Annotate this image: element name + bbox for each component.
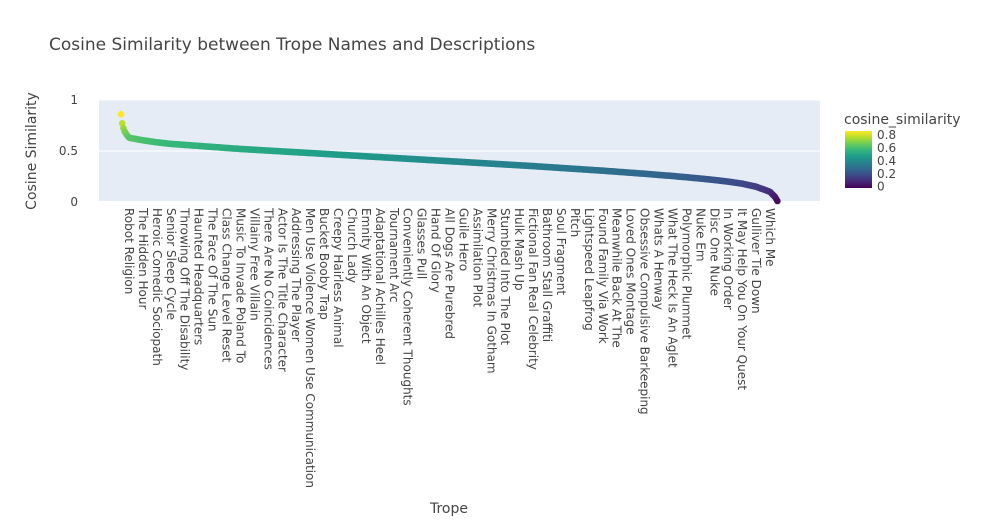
x-tick-label: The Face Of The Sun — [206, 207, 220, 332]
x-tick-label: Stumbled Into The Plot — [498, 208, 512, 345]
x-tick-label: Hulk Mash Up — [512, 208, 526, 291]
x-tick-label: Nuke Em — [693, 208, 707, 262]
x-tick-label: Bucket Booby Trap — [317, 208, 331, 320]
x-tick-label: Haunted Headquarters — [192, 208, 206, 345]
x-tick-label: In Working Order — [721, 208, 735, 310]
x-tick-label: Heroic Comedic Sociopath — [150, 208, 164, 366]
x-tick-label: There Are No Coincidences — [261, 207, 275, 370]
x-tick-label: Throwing Off The Disability — [178, 207, 192, 370]
x-tick-label: What The Heck Is An Aglet — [666, 208, 680, 368]
x-tick-label: All Dogs Are Purebred — [443, 208, 457, 339]
y-axis-title: Cosine Similarity — [24, 92, 40, 210]
x-tick-label: The Hidden Hour — [136, 207, 150, 309]
x-tick-label: Whats A Henway — [652, 208, 666, 310]
x-tick-label: It May Help You On Your Quest — [735, 208, 749, 390]
y-tick-label: 0.5 — [59, 144, 78, 158]
colorbar-ticks: 00.20.40.60.8 — [877, 128, 896, 194]
x-tick-label: Adaptational Achilles Heel — [373, 208, 387, 365]
x-tick-label: Which Me — [763, 208, 777, 267]
y-tick-label: 1 — [70, 93, 78, 107]
x-axis-ticks: Robot Religion The Hidden Hour Heroic Come… — [122, 207, 777, 488]
colorbar-tick-label: 0.8 — [877, 128, 896, 142]
x-tick-label: Polymorphic Plummet — [679, 208, 693, 339]
x-tick-label: Gulliver Tie Down — [749, 208, 763, 314]
x-tick-label: Robot Religion — [122, 208, 136, 294]
colorbar-tick-label: 0.6 — [877, 141, 896, 155]
colorbar: cosine_similarity 00.20.40.60.8 — [844, 112, 961, 194]
colorbar-title: cosine_similarity — [844, 112, 961, 128]
x-tick-label: Guile Hero — [456, 208, 470, 271]
x-tick-label: Class Change Level Reset — [220, 208, 234, 362]
chart-title: Cosine Similarity between Trope Names an… — [49, 35, 535, 55]
gridlines — [99, 99, 820, 203]
x-tick-label: Conveniently Coherent Thoughts — [401, 208, 415, 406]
x-tick-label: Lightspeed Leapfrog — [582, 208, 596, 331]
x-tick-label: Fictional Fan Real Celebrity — [526, 208, 540, 370]
x-tick-label: Emnity With An Object — [359, 208, 373, 344]
colorbar-tick-label: 0 — [877, 180, 885, 194]
x-tick-label: Meanwhile Back At The — [610, 208, 624, 348]
x-tick-label: Men Use Violence Women Use Communication — [303, 208, 317, 488]
x-tick-label: Villainy Free Villain — [247, 208, 261, 321]
x-tick-label: Tournament Arc — [387, 207, 401, 303]
y-tick-label: 0 — [70, 195, 78, 209]
colorbar-tick-label: 0.4 — [877, 154, 896, 168]
x-tick-label: Addressing The Player — [289, 208, 303, 342]
x-tick-label: Music To Invade Poland To — [234, 208, 248, 363]
data-points — [117, 111, 781, 205]
x-tick-label: Found Family Via Work — [596, 208, 610, 344]
x-tick-label: Hand Of Glory — [429, 208, 443, 293]
data-point — [774, 197, 781, 205]
data-point — [117, 111, 125, 118]
x-tick-label: Glasses Pull — [415, 208, 429, 279]
x-tick-label: Senior Sleep Cycle — [164, 208, 178, 320]
x-tick-label: Merry Christmas In Gotham — [484, 208, 498, 374]
x-tick-label: Church Lady — [345, 208, 359, 283]
y-axis-ticks: 00.51 — [59, 93, 78, 209]
x-tick-label: Soul Fragment — [554, 208, 568, 295]
x-tick-label: Obsessive Compulsive Barkeeping — [638, 208, 652, 415]
x-tick-label: Pitch — [568, 208, 582, 237]
x-tick-label: Bathroom Stall Graffiti — [540, 208, 554, 342]
x-tick-label: Actor Is The Title Character — [275, 208, 289, 372]
x-tick-label: Creepy Hairless Animal — [331, 208, 345, 348]
colorbar-gradient — [845, 131, 872, 188]
x-axis-title: Trope — [429, 501, 468, 517]
colorbar-tick-label: 0.2 — [877, 167, 896, 181]
x-tick-label: Assimilation Plot — [470, 208, 484, 307]
x-tick-label: Disc One Nuke — [707, 208, 721, 296]
x-tick-label: Loved Ones Montage — [624, 208, 638, 335]
